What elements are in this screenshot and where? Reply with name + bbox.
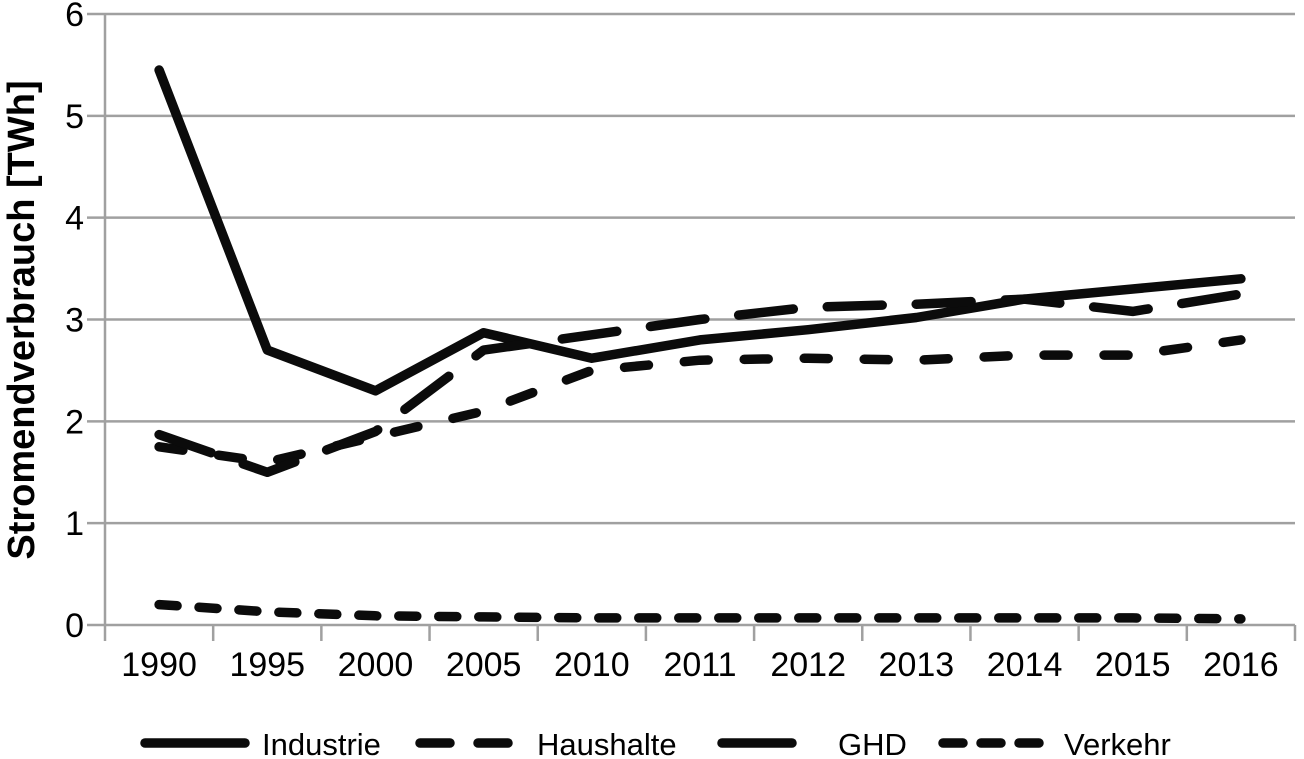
y-axis-tick-labels: 0 1 2 3 4 5 6 <box>65 0 84 645</box>
legend-label-haushalte: Haushalte <box>537 727 677 759</box>
x-tick-label: 2014 <box>987 646 1063 684</box>
x-tick-label: 2005 <box>446 646 522 684</box>
y-tick-label: 0 <box>65 607 84 645</box>
legend-label-verkehr: Verkehr <box>1064 727 1171 759</box>
legend-label-ghd: GHD <box>838 727 907 759</box>
x-axis-tick-labels: 1990 1995 2000 2005 2010 2011 2012 2013 2014 2015… <box>121 646 1278 684</box>
series-lines <box>154 65 1246 624</box>
axes <box>87 12 1297 641</box>
x-tick-label: 2011 <box>663 646 736 684</box>
y-tick-label: 1 <box>65 505 84 543</box>
y-tick-label: 5 <box>65 98 84 136</box>
x-tick-label: 2010 <box>554 646 630 684</box>
gridlines <box>105 12 1295 525</box>
legend-label-industrie: Industrie <box>262 727 381 759</box>
x-tick-label: 2015 <box>1095 646 1171 684</box>
series-line-haushalte <box>154 335 1246 467</box>
y-axis-title: Stromendverbrauch [TWh] <box>1 80 43 559</box>
legend: Industrie Haushalte GHD Verkehr <box>140 727 1171 759</box>
x-tick-label: 2013 <box>879 646 955 684</box>
y-tick-label: 4 <box>65 200 84 238</box>
y-tick-label: 2 <box>65 403 84 441</box>
x-tick-label: 2012 <box>770 646 846 684</box>
series-line-ghd <box>154 289 1246 478</box>
series-line-industrie <box>154 65 1246 396</box>
x-tick-label: 2000 <box>338 646 414 684</box>
y-tick-label: 3 <box>65 302 84 340</box>
x-tick-label: 2016 <box>1203 646 1279 684</box>
x-tick-label: 1990 <box>121 646 197 684</box>
y-tick-label: 6 <box>65 0 84 34</box>
series-line-verkehr <box>154 599 1246 624</box>
x-tick-label: 1995 <box>229 646 305 684</box>
